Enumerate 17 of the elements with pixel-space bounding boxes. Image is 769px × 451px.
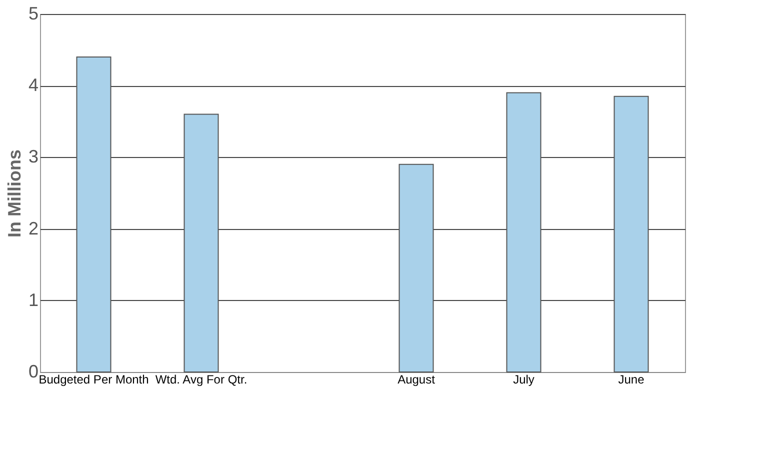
- y-tick-label: 0: [28, 362, 38, 382]
- x-tick-label: August: [398, 372, 436, 386]
- y-tick-label: 4: [28, 75, 38, 96]
- bar: [614, 96, 649, 372]
- y-tick-label: 1: [28, 290, 38, 310]
- bar: [184, 114, 219, 372]
- x-tick-label: July: [513, 372, 534, 386]
- x-tick-label: Wtd. Avg For Qtr.: [155, 372, 248, 386]
- bar: [506, 92, 542, 372]
- bar: [76, 56, 112, 372]
- x-tick-label: June: [618, 372, 645, 386]
- y-axis-title: In Millions: [4, 150, 24, 238]
- bar: [398, 164, 434, 372]
- y-tick-label: 5: [28, 4, 38, 24]
- y-tick-label: 3: [28, 146, 38, 167]
- y-tick-label: 2: [28, 218, 38, 238]
- x-tick-label: Budgeted Per Month: [38, 372, 149, 386]
